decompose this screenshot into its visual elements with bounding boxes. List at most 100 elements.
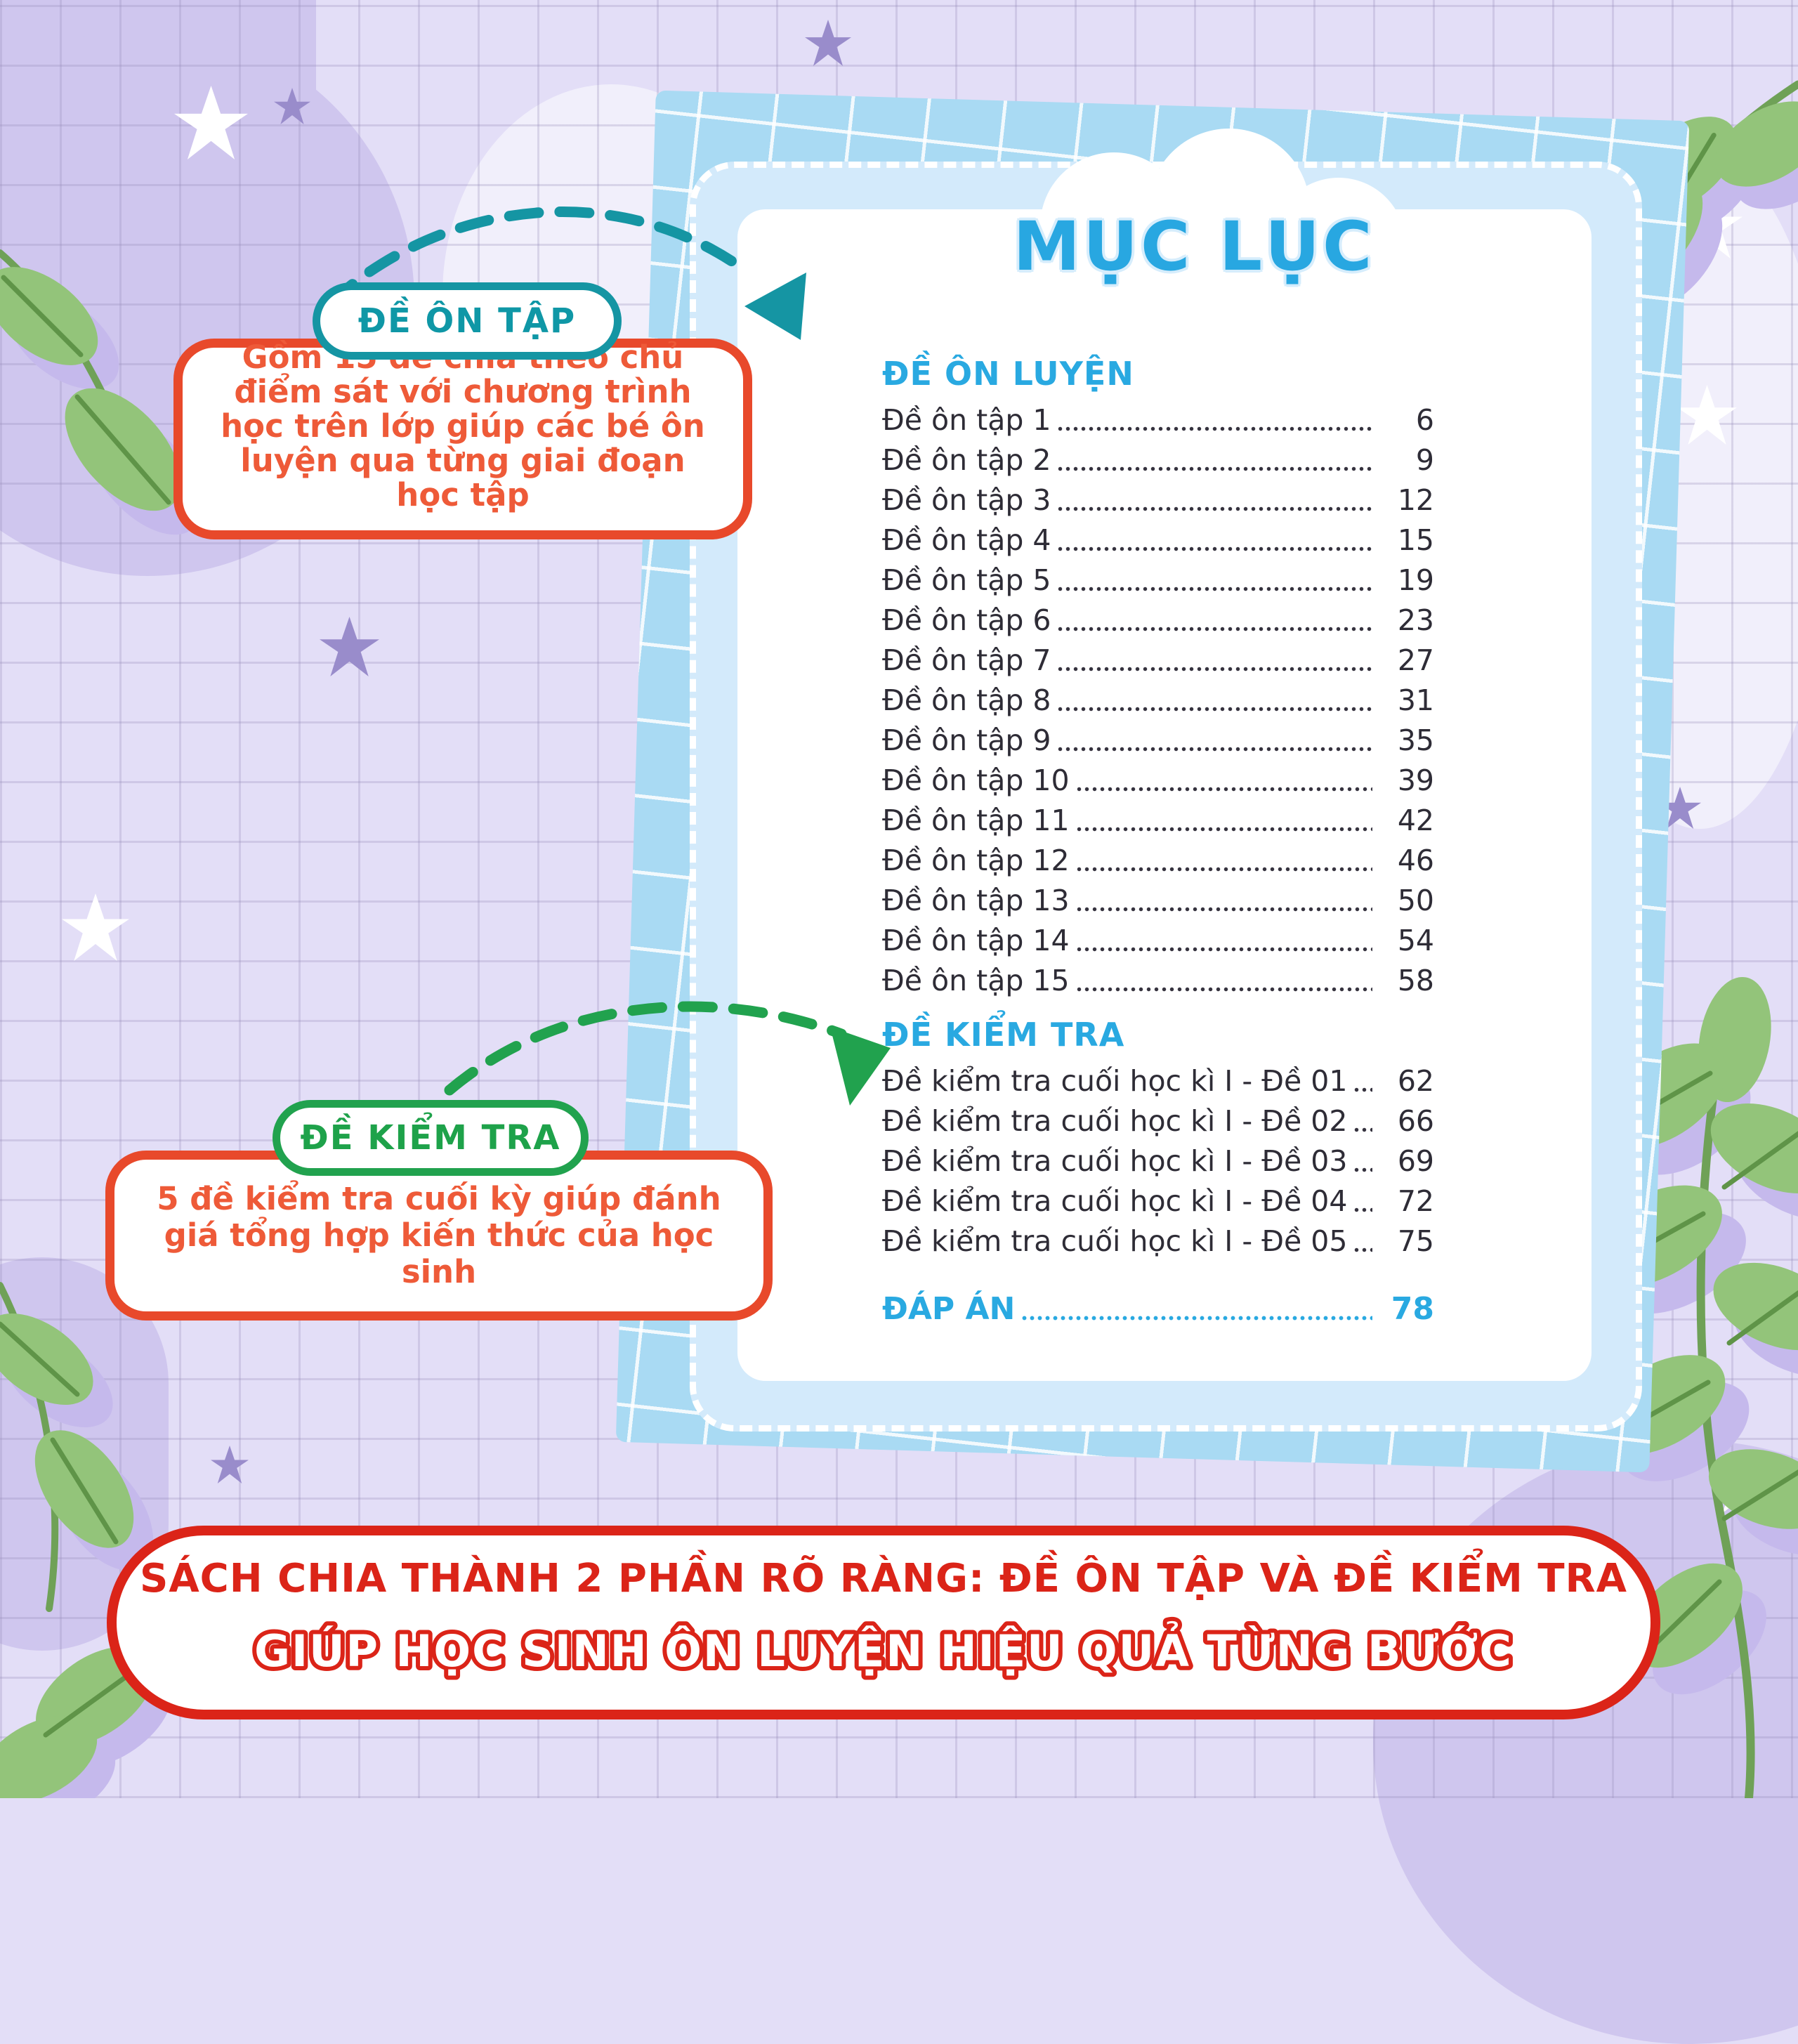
toc-row: Đề ôn tập 14 54 (882, 920, 1434, 960)
toc-entry-label: Đề ôn tập 9 (882, 723, 1051, 757)
callout-text: 5 đề kiểm tra cuối kỳ giúp đánh giá tổng… (157, 1180, 721, 1290)
callout-kiem-tra-tag: ĐỀ KIỂM TRA (273, 1100, 589, 1176)
toc-entry-page: 23 (1397, 603, 1434, 637)
table-of-contents: ĐỀ ÔN LUYỆN Đề ôn tập 1 6 Đề ôn tập 2 9 … (882, 355, 1434, 1329)
dot-leader (1056, 600, 1372, 640)
toc-entry-page: 12 (1397, 483, 1434, 517)
toc-entry-label: Đề ôn tập 8 (882, 683, 1051, 717)
dot-leader (1056, 440, 1372, 480)
dot-leader (1056, 400, 1372, 440)
toc-row: Đề ôn tập 5 19 (882, 560, 1434, 600)
dot-leader (1353, 1101, 1372, 1141)
toc-entry-page: 42 (1397, 803, 1434, 837)
toc-entry-label: Đề kiểm tra cuối học kì I - Đề 02 (882, 1103, 1348, 1138)
toc-entry-label: Đề ôn tập 6 (882, 603, 1051, 637)
toc-entry-page: 50 (1397, 883, 1434, 917)
banner-line2-outlined: GIÚP HỌC SINH ÔN LUYỆN HIỆU QUẢ TỪNG BƯỚ… (250, 1617, 1516, 1681)
toc-entry-label: ĐÁP ÁN (882, 1291, 1016, 1327)
toc-entry-page: 39 (1397, 763, 1434, 797)
toc-entry-label: Đề ôn tập 14 (882, 923, 1070, 957)
callout-on-tap-tag: ĐỀ ÔN TẬP (313, 282, 622, 360)
dot-leader (1075, 800, 1372, 840)
toc-entry-label: Đề kiểm tra cuối học kì I - Đề 04 (882, 1184, 1348, 1218)
toc-row: Đề ôn tập 3 12 (882, 480, 1434, 520)
toc-entry-page: 54 (1397, 923, 1434, 957)
dot-leader (1353, 1181, 1372, 1221)
toc-row: Đề ôn tập 8 31 (882, 680, 1434, 720)
toc-row: Đề kiểm tra cuối học kì I - Đề 02 66 (882, 1101, 1434, 1141)
callout-text: Gồm 15 đề chia theo chủ điểm sát với chư… (221, 339, 705, 513)
toc-entry-page: 46 (1397, 843, 1434, 877)
toc-row: Đề ôn tập 7 27 (882, 640, 1434, 680)
toc-row: Đề ôn tập 6 23 (882, 600, 1434, 640)
toc-answers-row: ĐÁP ÁN 78 (882, 1289, 1434, 1329)
toc-entry-label: Đề ôn tập 1 (882, 402, 1051, 437)
toc-row: Đề ôn tập 1 6 (882, 400, 1434, 440)
toc-entry-label: Đề ôn tập 10 (882, 763, 1070, 797)
toc-entry-page: 72 (1397, 1184, 1434, 1218)
bottom-banner: SÁCH CHIA THÀNH 2 PHẦN RÕ RÀNG: ĐỀ ÔN TẬ… (107, 1526, 1660, 1719)
toc-entry-page: 78 (1391, 1291, 1434, 1327)
toc-row: Đề kiểm tra cuối học kì I - Đề 01 62 (882, 1061, 1434, 1101)
toc-entry-page: 69 (1397, 1144, 1434, 1178)
dot-leader (1353, 1141, 1372, 1181)
toc-row: Đề ôn tập 2 9 (882, 440, 1434, 480)
toc-entry-page: 6 (1415, 402, 1434, 437)
toc-entry-page: 75 (1397, 1224, 1434, 1258)
toc-entry-label: Đề ôn tập 12 (882, 843, 1070, 877)
leaf-branch-icon (0, 1282, 134, 1612)
dot-leader (1353, 1221, 1372, 1261)
toc-entry-label: Đề ôn tập 7 (882, 643, 1051, 677)
callout-tag-label: ĐỀ KIỂM TRA (300, 1118, 561, 1158)
toc-row: Đề ôn tập 10 39 (882, 760, 1434, 800)
toc-row: Đề ôn tập 13 50 (882, 880, 1434, 920)
toc-section-heading: ĐỀ ÔN LUYỆN (882, 355, 1134, 393)
dot-leader (1056, 480, 1372, 520)
leaf-branch-icon (0, 249, 181, 511)
dot-leader (1056, 680, 1372, 720)
toc-row: Đề kiểm tra cuối học kì I - Đề 05 75 (882, 1221, 1434, 1261)
dot-leader (1056, 720, 1372, 760)
dot-leader (1021, 1289, 1372, 1329)
dot-leader (1075, 760, 1372, 800)
toc-entry-page: 62 (1397, 1063, 1434, 1098)
toc-entry-label: Đề ôn tập 13 (882, 883, 1070, 917)
dot-leader (1353, 1061, 1372, 1101)
dot-leader (1075, 920, 1372, 960)
banner-line1: SÁCH CHIA THÀNH 2 PHẦN RÕ RÀNG: ĐỀ ÔN TẬ… (139, 1555, 1628, 1601)
toc-row: Đề kiểm tra cuối học kì I - Đề 03 69 (882, 1141, 1434, 1181)
toc-list-on-luyen: Đề ôn tập 1 6 Đề ôn tập 2 9 Đề ôn tập 3 … (882, 400, 1434, 1000)
toc-entry-label: Đề kiểm tra cuối học kì I - Đề 05 (882, 1224, 1348, 1258)
toc-entry-label: Đề ôn tập 11 (882, 803, 1070, 837)
toc-row: Đề ôn tập 12 46 (882, 840, 1434, 880)
toc-entry-label: Đề ôn tập 4 (882, 523, 1051, 557)
toc-entry-page: 66 (1397, 1103, 1434, 1138)
dot-leader (1056, 560, 1372, 600)
dot-leader (1056, 520, 1372, 560)
dot-leader (1075, 880, 1372, 920)
toc-entry-page: 15 (1397, 523, 1434, 557)
dot-leader (1056, 640, 1372, 680)
toc-entry-page: 9 (1415, 443, 1434, 477)
callout-tag-label: ĐỀ ÔN TẬP (357, 301, 577, 341)
toc-row: Đề ôn tập 9 35 (882, 720, 1434, 760)
toc-list-kiem-tra: Đề kiểm tra cuối học kì I - Đề 01 62 Đề … (882, 1061, 1434, 1261)
toc-entry-label: Đề kiểm tra cuối học kì I - Đề 01 (882, 1063, 1348, 1098)
toc-entry-label: Đề ôn tập 3 (882, 483, 1051, 517)
toc-row: Đề kiểm tra cuối học kì I - Đề 04 72 (882, 1181, 1434, 1221)
page-title: MỤC LỤC (1013, 207, 1375, 286)
toc-entry-label: Đề ôn tập 15 (882, 963, 1070, 997)
toc-row: Đề ôn tập 4 15 (882, 520, 1434, 560)
banner-line2: GIÚP HỌC SINH ÔN LUYỆN HIỆU QUẢ TỪNG BƯỚ… (254, 1621, 1513, 1677)
toc-entry-label: Đề ôn tập 2 (882, 443, 1051, 477)
toc-entry-page: 27 (1397, 643, 1434, 677)
toc-entry-page: 31 (1397, 683, 1434, 717)
toc-entry-label: Đề kiểm tra cuối học kì I - Đề 03 (882, 1144, 1348, 1178)
callout-kiem-tra-description: 5 đề kiểm tra cuối kỳ giúp đánh giá tổng… (105, 1151, 773, 1321)
toc-entry-page: 19 (1397, 563, 1434, 597)
dot-leader (1075, 840, 1372, 880)
callout-on-tap-description: Gồm 15 đề chia theo chủ điểm sát với chư… (173, 339, 752, 539)
toc-entry-page: 58 (1397, 963, 1434, 997)
toc-row: Đề ôn tập 15 58 (882, 960, 1434, 1000)
toc-section-heading: ĐỀ KIỂM TRA (882, 1016, 1125, 1054)
